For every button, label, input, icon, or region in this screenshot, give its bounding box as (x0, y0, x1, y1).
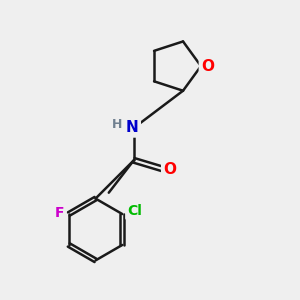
Text: N: N (126, 120, 139, 135)
Text: O: O (163, 162, 176, 177)
Text: F: F (55, 206, 65, 220)
Text: H: H (112, 118, 122, 131)
Text: O: O (201, 58, 214, 74)
Text: Cl: Cl (127, 204, 142, 218)
